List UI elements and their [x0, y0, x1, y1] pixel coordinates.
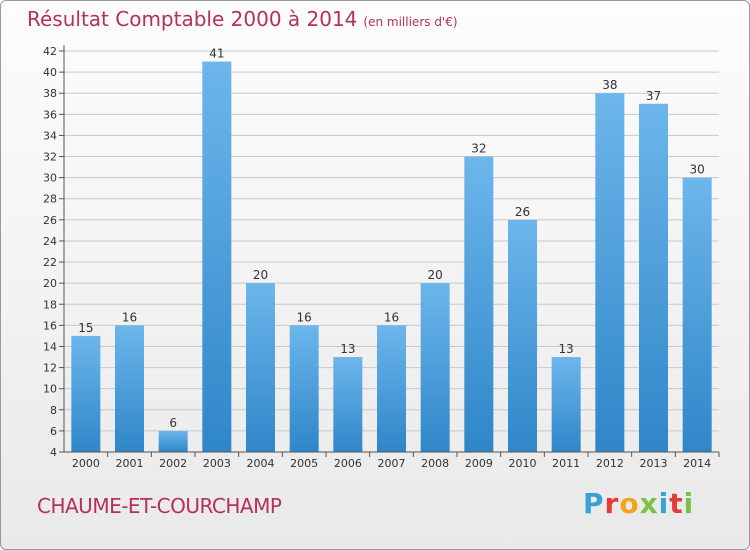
x-tick-label: 2014 — [683, 457, 711, 470]
chart-subtitle: (en milliers d'€) — [363, 15, 458, 29]
x-tick-label: 2008 — [421, 457, 449, 470]
y-tick-label: 30 — [43, 172, 57, 185]
x-tick-label: 2013 — [640, 457, 668, 470]
y-tick-label: 18 — [43, 298, 57, 311]
bar-2009 — [464, 156, 494, 453]
bar-2000 — [71, 335, 101, 452]
y-tick-label: 20 — [43, 277, 57, 290]
logo-letter: r — [604, 487, 620, 520]
bar-value-label: 38 — [602, 78, 617, 92]
x-tick-label: 2004 — [247, 457, 275, 470]
x-tick-label: 2011 — [552, 457, 580, 470]
y-tick-label: 34 — [43, 129, 57, 142]
x-tick-label: 2006 — [334, 457, 362, 470]
bar-2011 — [551, 357, 581, 452]
y-tick-label: 42 — [43, 45, 57, 58]
bar-2007 — [377, 325, 406, 452]
bar-value-label: 6 — [169, 416, 177, 430]
bar-value-label: 20 — [428, 268, 443, 282]
y-tick-label: 10 — [43, 383, 57, 396]
y-tick-label: 24 — [43, 235, 57, 248]
bar-2005 — [289, 325, 319, 452]
bar-2013 — [639, 103, 668, 453]
bar-value-label: 16 — [297, 310, 312, 324]
bar-2006 — [333, 357, 363, 452]
x-tick-label: 2012 — [596, 457, 624, 470]
bar-value-label: 13 — [559, 342, 574, 356]
x-tick-label: 2005 — [290, 457, 318, 470]
bar-2001 — [115, 325, 144, 452]
y-tick-label: 32 — [43, 151, 57, 164]
bar-value-label: 37 — [646, 89, 661, 103]
chart-title-text: Résultat Comptable 2000 à 2014 — [27, 7, 358, 31]
y-tick-label: 4 — [50, 446, 57, 459]
x-tick-label: 2003 — [203, 457, 231, 470]
logo-letter: x — [639, 487, 659, 520]
x-tick-label: 2009 — [465, 457, 493, 470]
y-tick-label: 8 — [50, 404, 57, 417]
x-axis: 2000 2001 2002 2003 2004 2005 2006 2007 2008 2009… — [64, 451, 720, 470]
bar-2008 — [420, 283, 450, 452]
bar-value-label: 32 — [471, 142, 486, 156]
bar-value-label: 30 — [690, 163, 705, 177]
bar-2010 — [508, 219, 537, 452]
bar-2014 — [682, 177, 712, 452]
y-tick-label: 28 — [43, 193, 57, 206]
bar-value-label: 16 — [384, 310, 399, 324]
x-tick-label: 2002 — [159, 457, 187, 470]
logo-letter: t — [669, 487, 684, 520]
bars: 15 16 6 41 20 16 13 16 20 32 26 13 38 37 30 — [71, 47, 712, 453]
bar-value-label: 16 — [122, 310, 137, 324]
logo-letter: P — [583, 487, 605, 520]
proxiti-logo: Proxiti — [583, 487, 694, 520]
y-tick-label: 12 — [43, 362, 57, 375]
logo-letter: i — [658, 487, 670, 520]
bar-value-label: 20 — [253, 268, 268, 282]
y-tick-label: 16 — [43, 319, 57, 332]
city-name: CHAUME-ET-COURCHAMP — [37, 494, 282, 518]
bar-value-label: 13 — [340, 342, 355, 356]
y-tick-label: 38 — [43, 87, 57, 100]
y-tick-label: 26 — [43, 214, 57, 227]
y-tick-label: 6 — [50, 425, 57, 438]
x-tick-label: 2001 — [116, 457, 144, 470]
y-tick-label: 14 — [43, 340, 57, 353]
logo-letter: o — [619, 487, 640, 520]
x-tick-label: 2010 — [509, 457, 537, 470]
bar-2003 — [202, 61, 232, 452]
y-tick-label: 40 — [43, 66, 57, 79]
x-tick-label: 2000 — [72, 457, 100, 470]
y-tick-label: 22 — [43, 256, 57, 269]
bar-2012 — [595, 93, 625, 453]
bar-value-label: 41 — [209, 47, 224, 61]
x-tick-label: 2007 — [378, 457, 406, 470]
bar-value-label: 15 — [78, 321, 93, 335]
chart-title: Résultat Comptable 2000 à 2014 (en millie… — [27, 7, 458, 31]
logo-letter: i — [683, 487, 695, 520]
bar-value-label: 26 — [515, 205, 530, 219]
bar-2004 — [246, 283, 275, 452]
y-axis: 4 6 8 10 12 14 16 18 20 22 24 26 28 30 32 34 36 38 40 42 — [43, 45, 65, 459]
bar-2002 — [158, 430, 188, 452]
y-tick-label: 36 — [43, 108, 57, 121]
